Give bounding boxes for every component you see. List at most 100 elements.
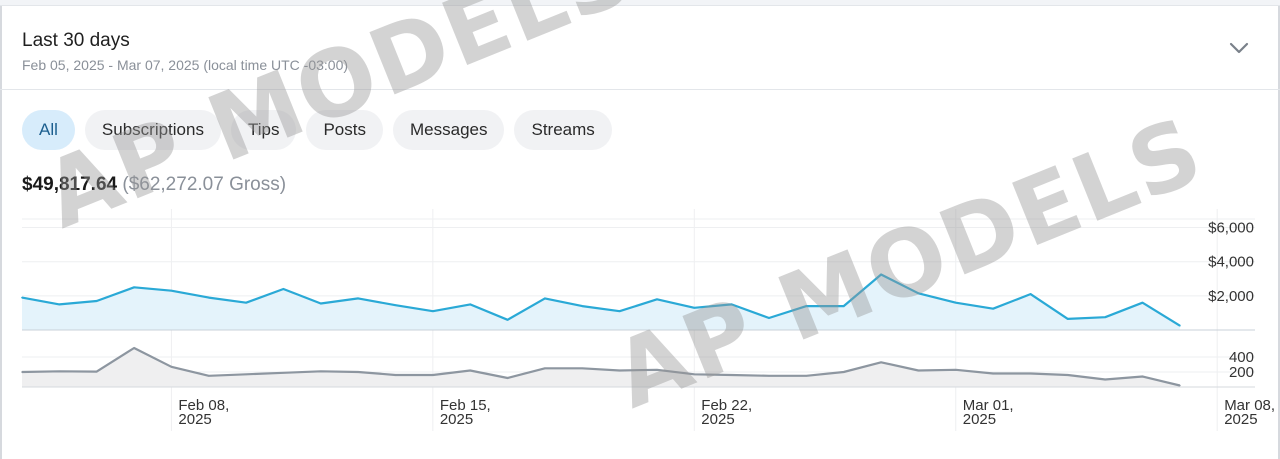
count-point — [394, 374, 397, 376]
count-point — [805, 375, 808, 377]
count-point — [245, 373, 247, 376]
count-point — [357, 371, 360, 373]
count-point — [1029, 372, 1032, 375]
count-point — [842, 371, 845, 373]
earnings-point — [133, 286, 135, 289]
earnings-point — [58, 303, 61, 306]
count-point — [730, 374, 733, 376]
chevron-down-icon[interactable] — [1228, 40, 1250, 56]
earnings-point — [1141, 301, 1144, 304]
count-point — [208, 375, 210, 377]
earnings-point — [432, 310, 434, 312]
count-point — [1067, 374, 1069, 376]
x-tick-label: Mar 08, — [1224, 397, 1275, 414]
count-point — [282, 372, 285, 374]
count-point — [58, 370, 61, 373]
count-point — [469, 369, 472, 372]
earnings-point — [768, 317, 770, 319]
earnings-line — [21, 273, 1181, 327]
tab-posts[interactable]: Posts — [306, 110, 383, 150]
count-point — [432, 374, 434, 376]
count-point — [544, 367, 546, 370]
count-point — [21, 371, 23, 373]
earnings-point — [917, 292, 920, 295]
earnings-point — [245, 301, 247, 304]
y-tick-label: $4,000 — [1208, 254, 1254, 271]
period-date-range: Feb 05, 2025 - Mar 07, 2025 (local time … — [22, 57, 349, 73]
y-tick-label: 200 — [1229, 364, 1254, 381]
tab-tips[interactable]: Tips — [230, 110, 297, 150]
y-tick-label: $2,000 — [1208, 288, 1254, 305]
x-tick-label: Feb 15, — [440, 397, 491, 414]
net-total: $49,817.64 — [22, 174, 118, 195]
earnings-point — [693, 307, 696, 309]
earnings-point — [544, 297, 546, 300]
x-tick-label: 2025 — [963, 411, 996, 428]
earnings-point — [1067, 318, 1069, 320]
x-tick-label: 2025 — [178, 411, 211, 428]
period-title: Last 30 days — [22, 30, 130, 51]
earnings-point — [805, 305, 808, 307]
tab-streams[interactable]: Streams — [514, 110, 612, 150]
earnings-point — [992, 307, 994, 310]
top-strip — [0, 0, 1280, 6]
count-point — [693, 373, 696, 376]
count-point — [170, 366, 173, 368]
earnings-point — [282, 288, 285, 290]
earnings-point — [208, 296, 210, 299]
x-tick-label: Feb 22, — [701, 397, 752, 414]
count-point — [880, 361, 882, 364]
y-tick-label: 400 — [1229, 349, 1254, 366]
earnings-point — [1179, 324, 1181, 327]
tab-messages[interactable]: Messages — [393, 110, 505, 150]
earnings-point — [170, 289, 173, 292]
count-point — [917, 369, 920, 372]
count-line — [21, 346, 1181, 387]
period-header[interactable]: Last 30 days Feb 05, 2025 - Mar 07, 2025… — [0, 6, 1280, 90]
count-point — [992, 372, 994, 375]
earnings-point — [618, 310, 621, 312]
count-point — [95, 370, 98, 373]
x-tick-label: Mar 01, — [963, 397, 1014, 414]
count-point — [1141, 375, 1144, 378]
count-point — [320, 370, 322, 373]
x-tick-label: 2025 — [1224, 411, 1257, 428]
count-point — [581, 367, 584, 370]
count-point — [618, 369, 621, 372]
earnings-point — [320, 302, 322, 305]
count-point — [656, 369, 658, 371]
earnings-point — [1104, 316, 1106, 318]
earnings-point — [95, 300, 98, 302]
earnings-point — [506, 319, 509, 321]
earnings-point — [656, 298, 658, 301]
category-tabs: All Subscriptions Tips Posts Messages St… — [22, 110, 612, 150]
earnings-point — [730, 303, 733, 306]
y-tick-label: $6,000 — [1208, 220, 1254, 237]
earnings-point — [469, 303, 472, 306]
count-point — [1104, 378, 1106, 381]
earnings-point — [880, 273, 882, 276]
tab-subscriptions[interactable]: Subscriptions — [84, 110, 221, 150]
count-point — [1179, 384, 1181, 387]
count-point — [768, 375, 770, 377]
x-tick-label: 2025 — [701, 411, 734, 428]
earnings-point — [357, 297, 360, 300]
count-point — [133, 347, 135, 349]
earnings-area — [22, 274, 1180, 330]
earnings-point — [581, 305, 584, 307]
earnings-point — [1029, 293, 1032, 295]
count-point — [506, 377, 509, 379]
earnings-point — [21, 296, 23, 299]
x-tick-label: Feb 08, — [178, 397, 229, 414]
earnings-point — [842, 305, 845, 307]
tab-all[interactable]: All — [22, 110, 75, 150]
count-area — [22, 348, 1180, 387]
count-point — [955, 369, 957, 371]
x-tick-label: 2025 — [440, 411, 473, 428]
earnings-point — [955, 301, 957, 304]
earnings-point — [394, 304, 397, 306]
earnings-total: $49,817.64 ($62,272.07 Gross) — [22, 174, 286, 196]
gross-total: ($62,272.07 Gross) — [122, 174, 287, 195]
